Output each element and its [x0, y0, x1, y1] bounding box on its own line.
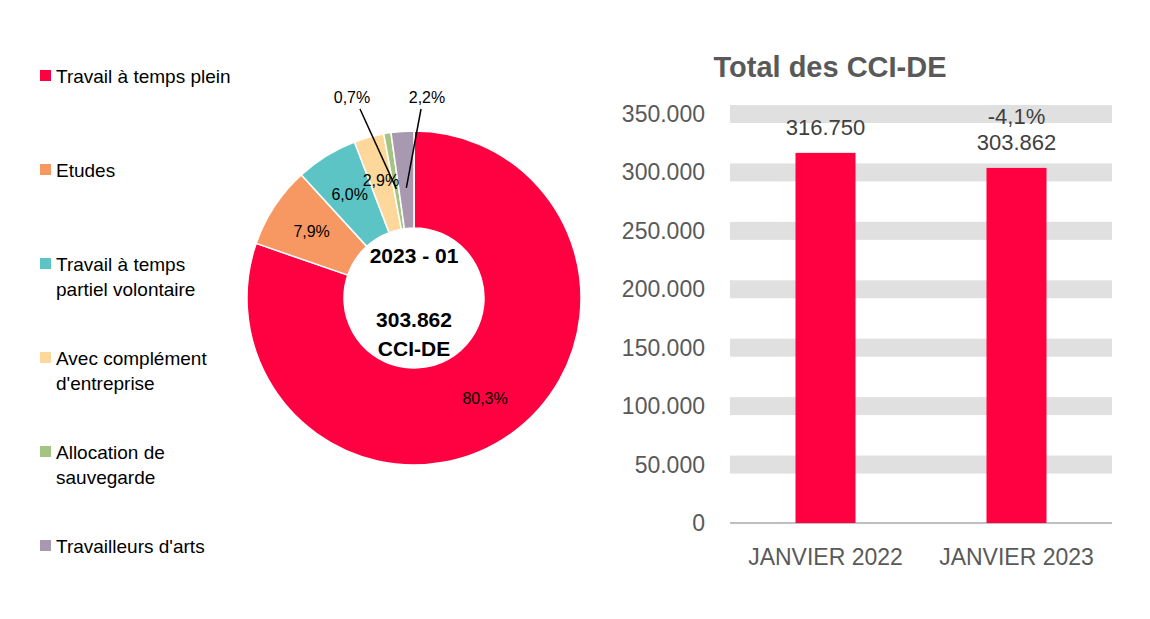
legend-swatch: [40, 258, 51, 269]
x-axis: [730, 522, 1112, 524]
grid-band: [730, 339, 1112, 357]
legend-label: Avec complément d'entreprise: [56, 346, 236, 396]
leader-line: [360, 109, 396, 189]
data-label: 80,3%: [462, 390, 507, 407]
slice: [247, 131, 581, 465]
center-label: CCI-DE: [378, 337, 450, 360]
legend-swatch: [40, 446, 51, 457]
legend-label: Travailleurs d'arts: [56, 534, 236, 559]
tick-label: 150.000: [622, 335, 705, 361]
center-label: 2023 - 01: [370, 244, 459, 267]
legend: Travail à temps plein Etudes Travail à tem…: [40, 0, 240, 619]
bar: [987, 168, 1047, 523]
legend-label: Allocation de sauvegarde: [56, 440, 236, 490]
tick-label: 100.000: [622, 393, 705, 419]
bar-chart: Total des CCI-DE 0 50.000 100.000 150.000 200…: [622, 51, 1112, 570]
bars: [796, 153, 1047, 523]
tick-label: 50.000: [635, 452, 705, 478]
data-label: 316.750: [786, 115, 866, 140]
grid-band: [730, 222, 1112, 240]
donut: [247, 131, 581, 465]
legend-label: Travail à temps partiel volontaire: [56, 252, 236, 302]
tick-label: 0: [692, 510, 705, 536]
leader-line: [406, 109, 421, 188]
bar: [796, 153, 856, 523]
grid-band: [730, 397, 1112, 415]
category-label: JANVIER 2022: [748, 544, 903, 570]
center-label: 303.862: [376, 308, 452, 331]
grid-band: [730, 456, 1112, 474]
legend-swatch: [40, 352, 51, 363]
data-label: 0,7%: [334, 89, 370, 106]
legend-swatch: [40, 540, 51, 551]
grid-band: [730, 280, 1112, 298]
chart-canvas: 2023 - 01303.862CCI-DE80,3%7,9%6,0%2,9%0…: [0, 0, 1150, 619]
tick-label: 200.000: [622, 276, 705, 302]
data-label: 303.862: [977, 130, 1057, 155]
title: Total des CCI-DE: [713, 51, 946, 83]
grid-band: [730, 163, 1112, 181]
legend-swatch: [40, 70, 51, 81]
tick-label: 350.000: [622, 101, 705, 127]
legend-label: Etudes: [56, 158, 236, 183]
data-label: 7,9%: [293, 223, 329, 240]
legend-label: Travail à temps plein: [56, 64, 236, 89]
tick-label: 250.000: [622, 218, 705, 244]
data-label: 2,2%: [409, 89, 445, 106]
annotation: -4,1%: [988, 104, 1045, 129]
category-label: JANVIER 2023: [939, 544, 1094, 570]
tick-label: 300.000: [622, 159, 705, 185]
legend-swatch: [40, 164, 51, 175]
data-label: 2,9%: [363, 172, 399, 189]
